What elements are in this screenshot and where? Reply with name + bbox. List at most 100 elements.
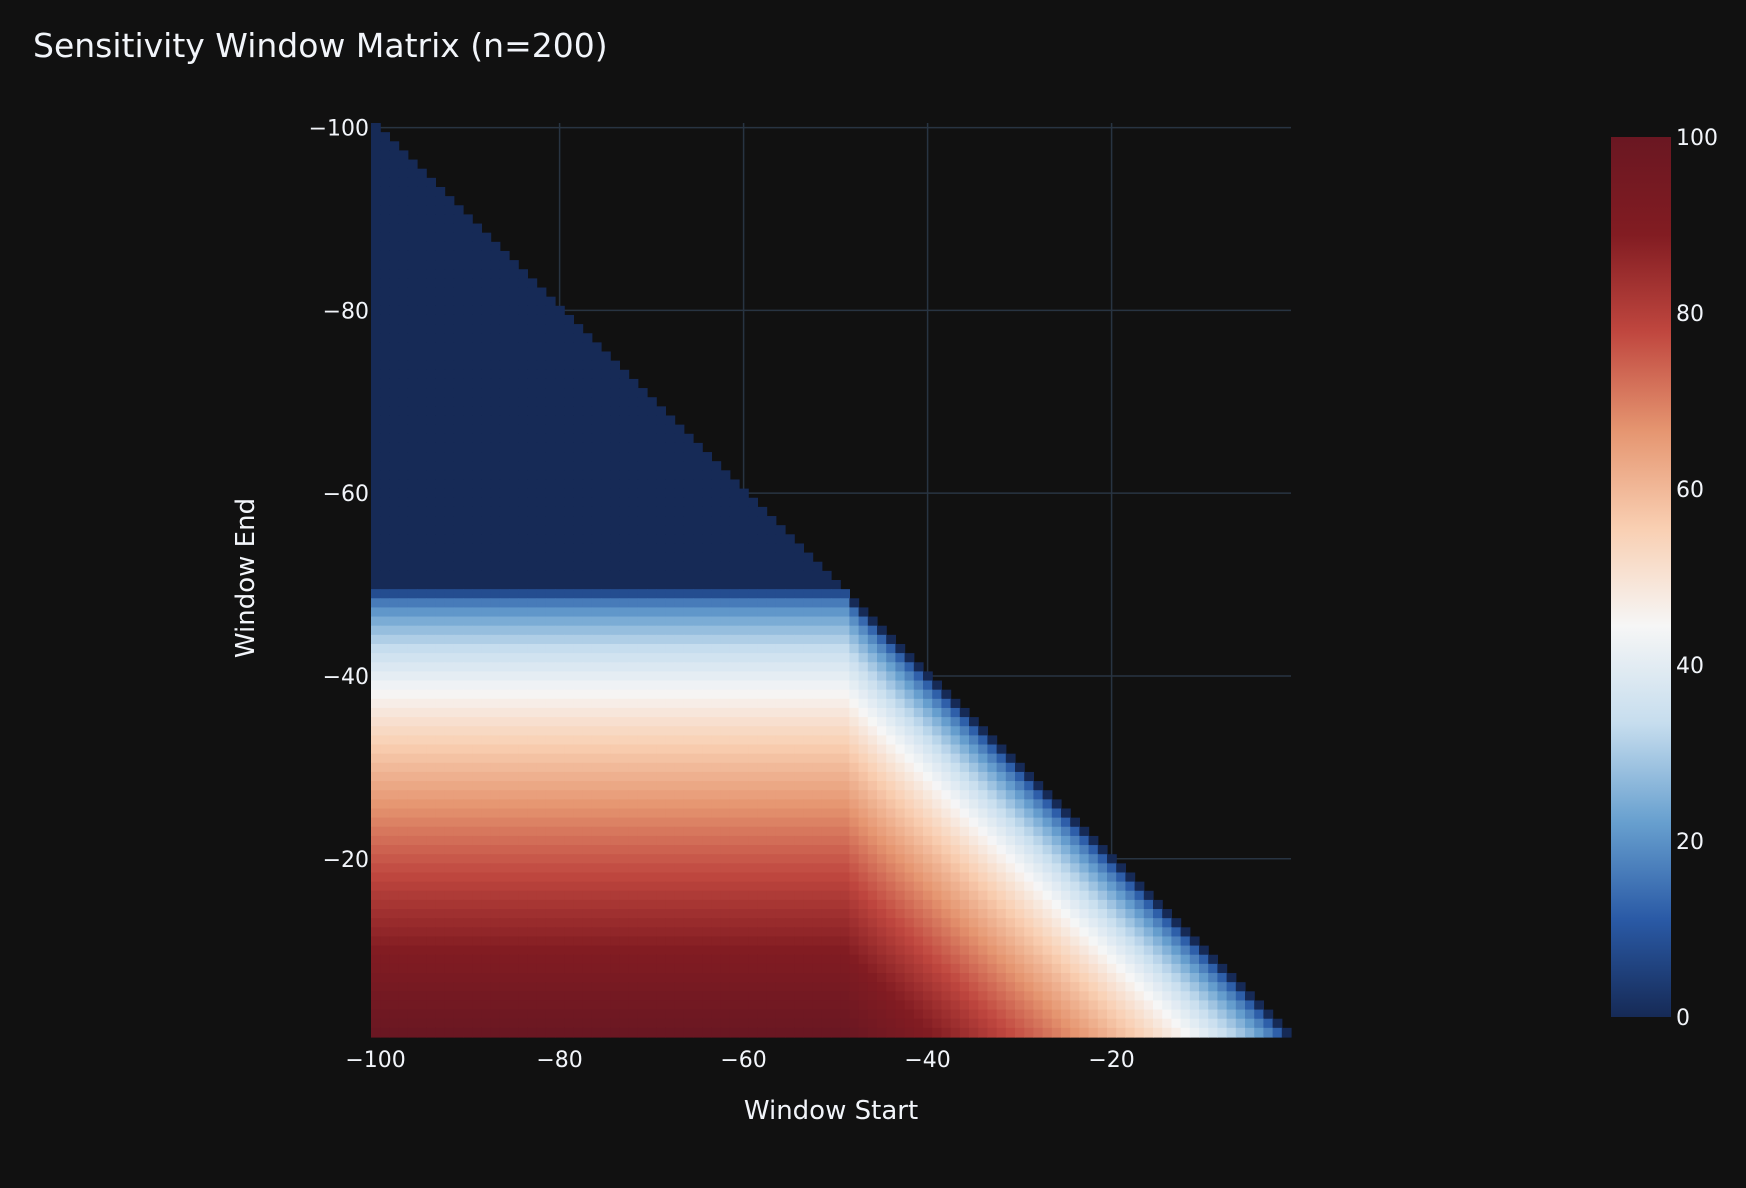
heatmap-cell: [555, 397, 565, 407]
heatmap-cell: [398, 927, 409, 938]
heatmap-cell: [610, 516, 620, 526]
heatmap-cell: [591, 854, 602, 864]
heatmap-cell: [407, 1018, 418, 1029]
heatmap-cell: [536, 826, 547, 837]
heatmap-cell: [591, 369, 602, 380]
heatmap-cell: [1015, 781, 1025, 791]
heatmap-cell: [380, 333, 390, 343]
heatmap-cell: [1153, 963, 1163, 974]
heatmap-cell: [941, 936, 952, 947]
heatmap-cell: [610, 790, 620, 800]
heatmap-cell: [1051, 799, 1062, 810]
heatmap-cell: [637, 671, 648, 682]
heatmap-cell: [573, 452, 584, 462]
heatmap-cell: [582, 991, 593, 1002]
heatmap-cell: [481, 717, 492, 727]
heatmap-cell: [683, 433, 694, 444]
heatmap-cell: [407, 223, 418, 234]
heatmap-cell: [637, 982, 648, 992]
heatmap-cell: [858, 826, 869, 837]
heatmap-cell: [702, 881, 712, 892]
heatmap-cell: [371, 808, 381, 819]
heatmap-cell: [1042, 909, 1053, 919]
heatmap-cell: [748, 854, 758, 864]
heatmap-cell: [490, 333, 501, 343]
heatmap-cell: [601, 982, 611, 992]
heatmap-cell: [665, 424, 676, 435]
heatmap-cell: [628, 918, 639, 928]
heatmap-cell: [564, 1027, 574, 1038]
heatmap-cell: [1005, 1009, 1016, 1020]
heatmap-cell: [601, 634, 611, 645]
heatmap-cell: [582, 872, 593, 883]
heatmap-cell: [1162, 973, 1172, 983]
heatmap-cell: [591, 525, 602, 535]
heatmap-cell: [398, 214, 409, 225]
heatmap-cell: [729, 1018, 740, 1029]
heatmap-cell: [582, 552, 593, 563]
heatmap-cell: [711, 561, 722, 572]
heatmap-cell: [674, 479, 685, 490]
heatmap-cell: [481, 342, 492, 353]
heatmap-cell: [674, 781, 685, 791]
heatmap-cell: [582, 698, 593, 709]
heatmap-cell: [536, 580, 547, 590]
heatmap-cell: [582, 625, 593, 636]
heatmap-cell: [877, 945, 887, 956]
heatmap-cell: [463, 580, 473, 590]
heatmap-cell: [803, 707, 814, 718]
heatmap-cell: [527, 351, 538, 362]
heatmap-cell: [417, 497, 427, 508]
heatmap-cell: [1079, 982, 1090, 992]
heatmap-cell: [987, 927, 998, 938]
heatmap-cell: [849, 963, 860, 974]
heatmap-cell: [490, 771, 501, 782]
heatmap-cell: [1079, 890, 1090, 901]
heatmap-cell: [711, 982, 722, 992]
heatmap-cell: [435, 909, 446, 919]
heatmap-cell: [978, 1018, 988, 1029]
heatmap-cell: [969, 954, 979, 965]
heatmap-cell: [389, 543, 400, 554]
heatmap-cell: [380, 570, 390, 581]
heatmap-cell: [757, 534, 768, 545]
heatmap-cell: [923, 936, 933, 947]
heatmap-cell: [647, 662, 657, 672]
heatmap-cell: [803, 899, 814, 910]
heatmap-cell: [1042, 973, 1053, 983]
heatmap-cell: [610, 1009, 620, 1020]
heatmap-cell: [1061, 1000, 1071, 1011]
heatmap-cell: [490, 643, 501, 654]
heatmap-cell: [518, 1000, 528, 1011]
heatmap-cell: [831, 607, 841, 618]
heatmap-cell: [886, 762, 896, 773]
heatmap-cell: [840, 653, 850, 663]
heatmap-cell: [628, 497, 639, 508]
heatmap-cell: [536, 305, 547, 316]
heatmap-cell: [463, 1000, 473, 1011]
heatmap-cell: [877, 854, 887, 864]
heatmap-cell: [1097, 982, 1108, 992]
heatmap-cell: [481, 707, 492, 718]
heatmap-cell: [720, 890, 731, 901]
heatmap-cell: [591, 689, 602, 700]
heatmap-cell: [693, 561, 703, 572]
heatmap-cell: [1061, 909, 1071, 919]
heatmap-cell: [610, 927, 620, 938]
heatmap-cell: [536, 452, 547, 462]
heatmap-cell: [582, 744, 593, 755]
heatmap-cell: [564, 808, 574, 819]
heatmap-cell: [389, 159, 400, 170]
heatmap-cell: [674, 1027, 685, 1038]
heatmap-cell: [637, 543, 648, 554]
heatmap-cell: [463, 442, 473, 453]
heatmap-cell: [398, 945, 409, 956]
heatmap-cell: [380, 826, 390, 837]
heatmap-cell: [831, 909, 841, 919]
heatmap-cell: [683, 452, 694, 462]
heatmap-cell: [509, 982, 519, 992]
heatmap-cell: [591, 388, 602, 398]
heatmap-cell: [711, 570, 722, 581]
heatmap-cell: [619, 872, 630, 883]
heatmap-cell: [978, 1000, 988, 1011]
